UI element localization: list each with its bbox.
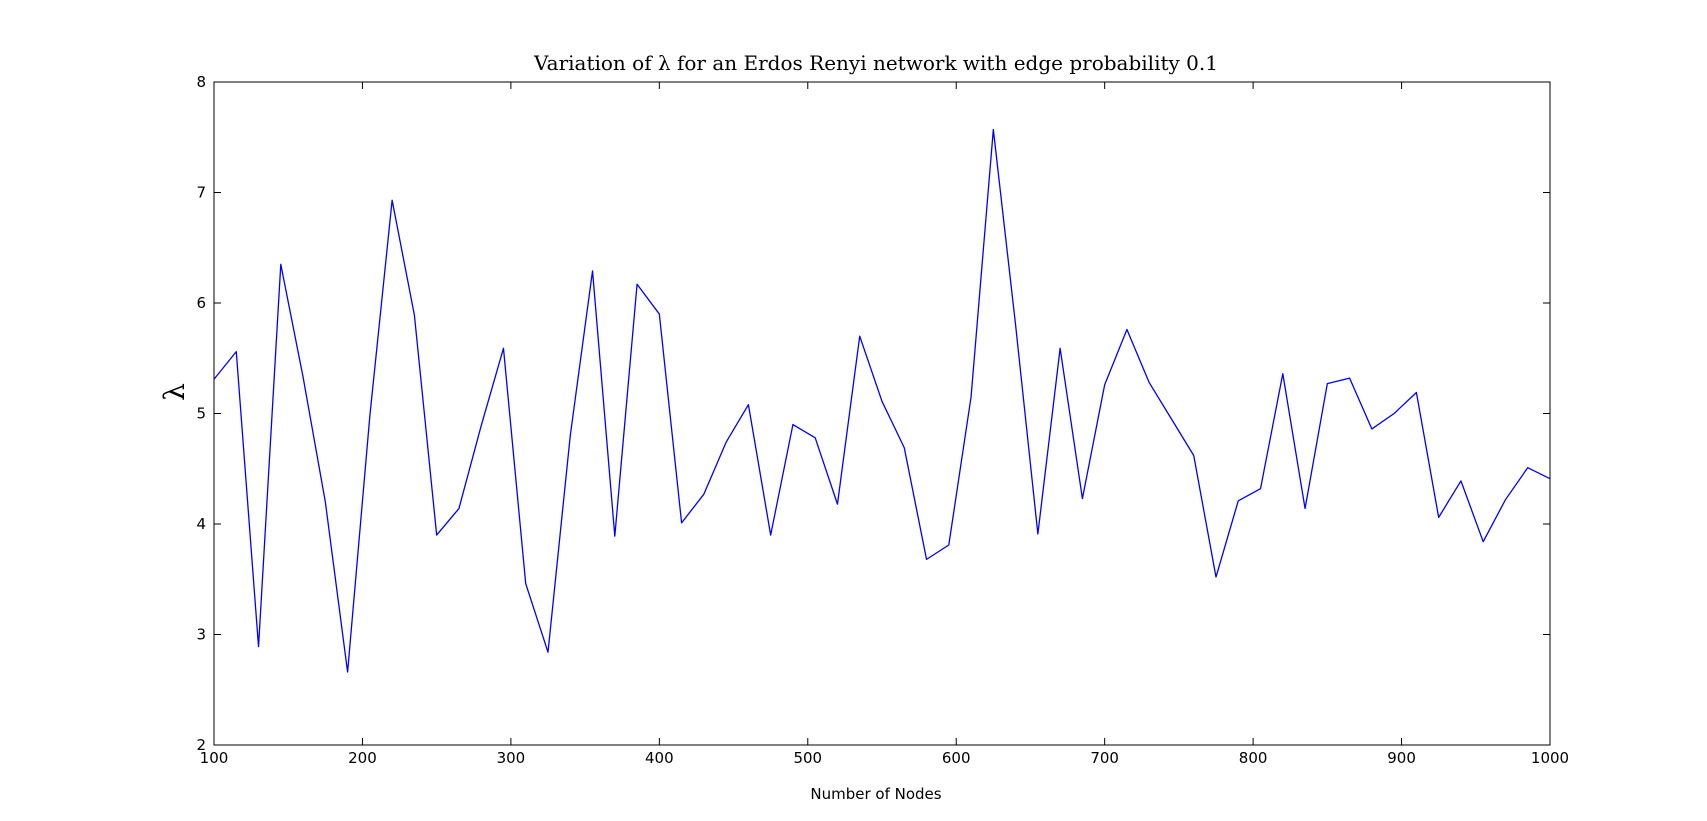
- x-tick-label: 200: [348, 749, 377, 767]
- x-tick-label: 900: [1387, 749, 1416, 767]
- y-tick-label: 6: [196, 294, 206, 312]
- x-tick-label: 600: [942, 749, 971, 767]
- series-line: [213, 128, 1551, 673]
- x-tick-label: 800: [1239, 749, 1268, 767]
- x-tick-label: 1000: [1531, 749, 1569, 767]
- chart-title: Variation of λ for an Erdos Renyi networ…: [533, 51, 1218, 75]
- y-tick-label: 3: [196, 626, 206, 644]
- y-tick-label: 2: [196, 736, 206, 754]
- x-tick-label: 300: [497, 749, 526, 767]
- plot-frame: [213, 81, 1551, 746]
- y-tick-label: 7: [196, 184, 206, 202]
- y-tick-label: 5: [196, 405, 206, 423]
- x-tick-label: 400: [645, 749, 674, 767]
- y-axis-label: λ: [158, 383, 191, 401]
- y-tick-label: 4: [196, 515, 206, 533]
- x-tick-label: 500: [793, 749, 822, 767]
- x-axis-label: Number of Nodes: [810, 785, 941, 803]
- x-tick-label: 100: [200, 749, 229, 767]
- x-tick-label: 700: [1090, 749, 1119, 767]
- axis-ticks: 100 200 300 400 500 600 700 800 900 1000 2 3 4 5 6 7 8: [196, 73, 1569, 767]
- y-tick-label: 8: [196, 73, 206, 91]
